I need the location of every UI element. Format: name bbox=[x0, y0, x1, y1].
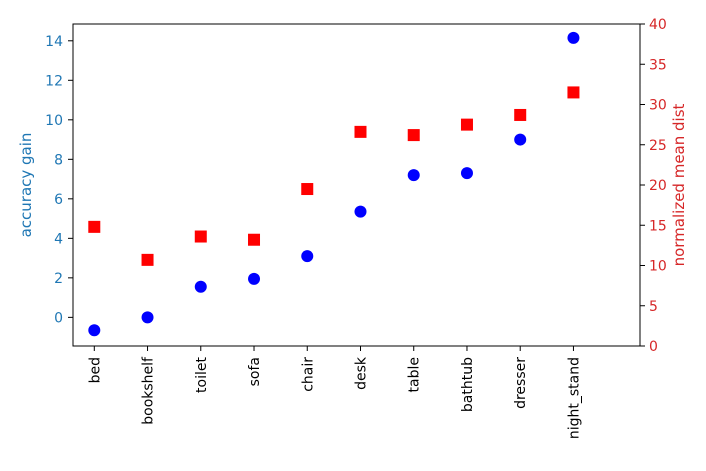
left-tick-label: 0 bbox=[54, 310, 63, 326]
left-tick-label: 6 bbox=[54, 192, 63, 208]
square-marker bbox=[301, 183, 314, 196]
square-marker bbox=[567, 86, 580, 99]
left-y-axis: 0 2 4 6 8 10 12 14 bbox=[45, 34, 73, 326]
square-marker bbox=[514, 108, 527, 121]
left-tick-label: 14 bbox=[45, 34, 63, 50]
circle-marker bbox=[248, 272, 261, 285]
right-y-axis-label: normalized mean dist bbox=[670, 103, 688, 266]
square-marker bbox=[248, 233, 261, 246]
square-marker bbox=[460, 118, 473, 131]
right-tick-label: 15 bbox=[649, 218, 667, 234]
x-tick-label: bathtub bbox=[460, 357, 476, 412]
circle-marker bbox=[301, 250, 314, 263]
right-tick-label: 10 bbox=[649, 259, 667, 275]
right-tick-label: 40 bbox=[649, 17, 667, 33]
x-tick-label: desk bbox=[353, 356, 369, 390]
circle-marker bbox=[141, 311, 154, 324]
left-tick-label: 8 bbox=[54, 152, 63, 168]
right-tick-label: 20 bbox=[649, 178, 667, 194]
left-tick-label: 2 bbox=[54, 271, 63, 287]
square-marker bbox=[354, 125, 367, 138]
right-tick-label: 25 bbox=[649, 138, 667, 154]
left-tick-label: 10 bbox=[45, 113, 63, 129]
x-tick-label: bed bbox=[87, 357, 103, 383]
circle-marker bbox=[407, 169, 420, 182]
x-tick-label: bookshelf bbox=[141, 356, 157, 425]
x-tick-label: chair bbox=[300, 357, 316, 392]
circle-marker bbox=[567, 31, 580, 44]
square-marker bbox=[194, 230, 207, 243]
plot-border bbox=[72, 23, 641, 347]
circle-marker bbox=[354, 205, 367, 218]
circle-marker bbox=[88, 324, 101, 337]
x-tick-label: toilet bbox=[194, 356, 210, 392]
x-tick-label: night_stand bbox=[566, 357, 582, 439]
left-tick-label: 4 bbox=[54, 231, 63, 247]
right-tick-label: 0 bbox=[649, 339, 658, 355]
x-tick-label: table bbox=[407, 357, 423, 392]
data-points bbox=[88, 31, 580, 337]
plot-frame bbox=[72, 23, 641, 347]
left-y-axis-label: accuracy gain bbox=[17, 133, 35, 238]
right-tick-label: 35 bbox=[649, 57, 667, 73]
right-tick-label: 30 bbox=[649, 98, 667, 114]
left-tick-label: 12 bbox=[45, 73, 63, 89]
x-tick-label: dresser bbox=[513, 357, 529, 409]
circle-marker bbox=[514, 133, 527, 146]
right-tick-label: 5 bbox=[649, 299, 658, 315]
circle-marker bbox=[194, 280, 207, 293]
square-marker bbox=[88, 220, 101, 233]
square-marker bbox=[407, 129, 420, 142]
x-tick-label: sofa bbox=[247, 357, 263, 386]
square-marker bbox=[141, 253, 154, 266]
right-y-axis: 0 5 10 15 20 25 30 35 40 bbox=[640, 17, 667, 355]
circle-marker bbox=[460, 167, 473, 180]
x-axis: bed bookshelf toilet sofa chair desk table bath… bbox=[87, 346, 582, 439]
